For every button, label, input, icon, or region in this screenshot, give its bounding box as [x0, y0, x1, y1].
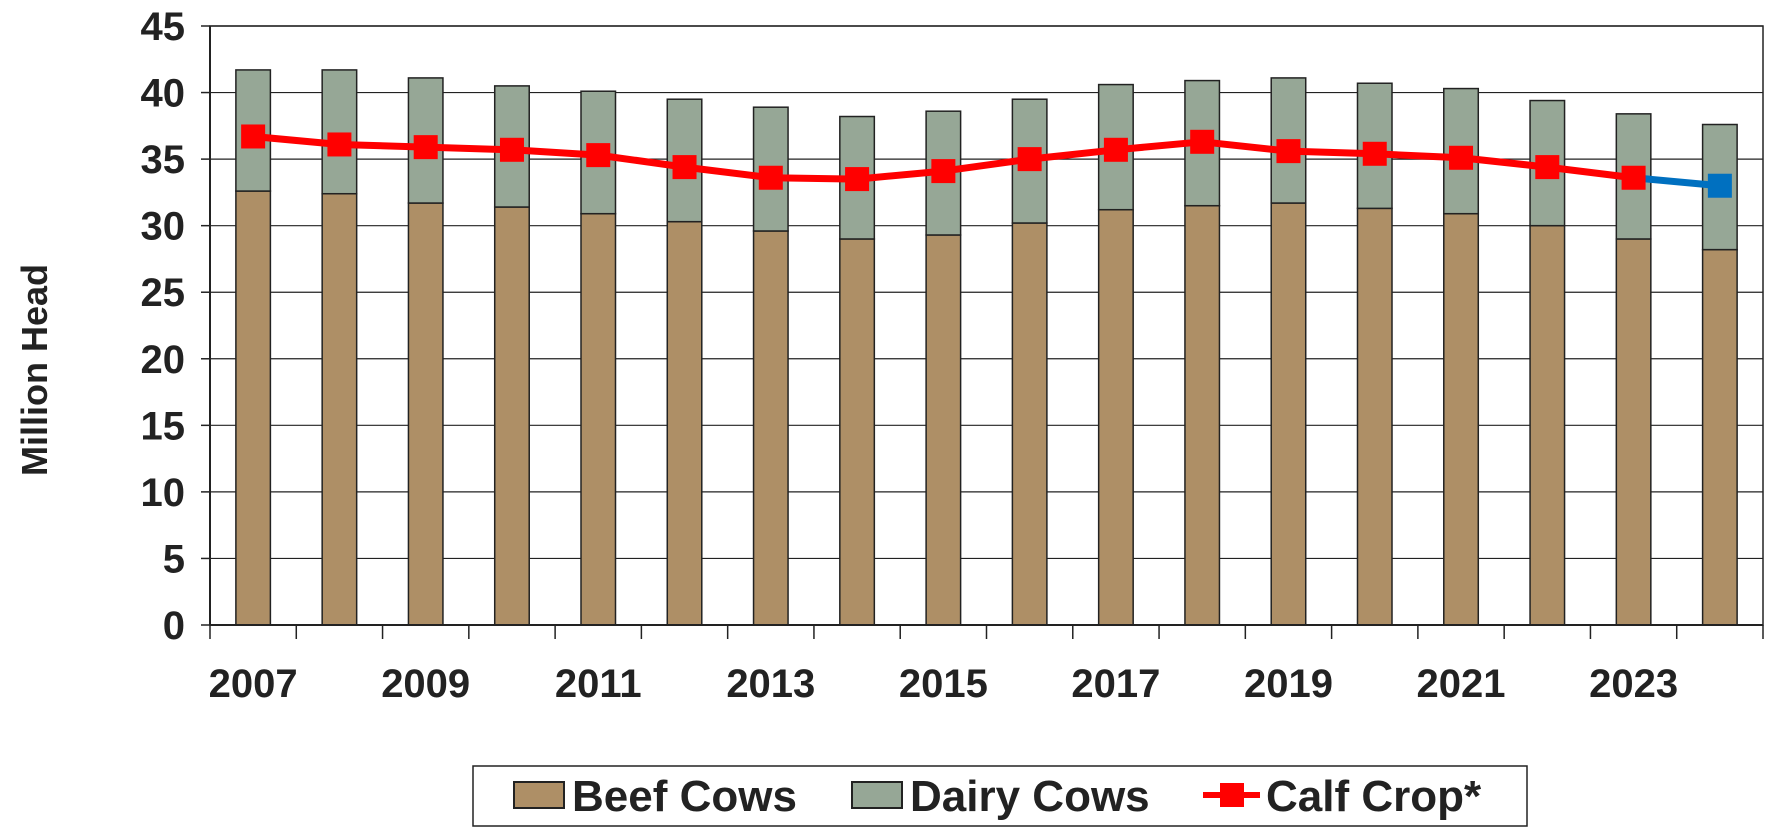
bar-beef-cows-2012 — [666, 220, 703, 626]
x-tick-label: 2013 — [726, 662, 815, 706]
y-tick-label: 15 — [141, 404, 186, 448]
x-tick-label: 2021 — [1417, 662, 1506, 706]
x-tick-label: 2007 — [209, 662, 298, 706]
bar-beef-cows-2022 — [1529, 224, 1566, 626]
calf-crop-marker-2022 — [1535, 155, 1560, 180]
calf-crop-marker-2019 — [1276, 139, 1301, 164]
bar-beef-cows-2018 — [1184, 204, 1221, 626]
calf-crop-marker-2020 — [1362, 141, 1387, 166]
x-tick-label: 2019 — [1244, 662, 1333, 706]
calf-crop-marker-2015 — [931, 159, 956, 184]
bar-beef-cows-2007 — [235, 190, 272, 626]
x-tick-label: 2011 — [555, 662, 642, 706]
bar-beef-cows-2017 — [1097, 208, 1134, 626]
calf-crop-marker-2008 — [327, 132, 352, 157]
calf-crop-marker-2021 — [1449, 145, 1474, 170]
y-tick-label: 30 — [141, 205, 186, 249]
legend-calf-crop-marker — [1220, 783, 1244, 807]
legend-box — [472, 765, 1528, 827]
bar-beef-cows-2016 — [1011, 222, 1048, 626]
legend-beef-cows-swatch — [513, 781, 565, 809]
x-tick-label: 2009 — [381, 662, 470, 706]
y-tick-label: 35 — [141, 138, 186, 182]
y-tick-label: 45 — [141, 5, 186, 49]
legend: Beef Cows Dairy Cows Calf Crop* — [472, 765, 1528, 827]
calf-crop-marker-2017 — [1103, 137, 1128, 162]
calf-crop-marker-2024 — [1707, 173, 1732, 198]
bar-beef-cows-2023 — [1615, 238, 1652, 626]
tick-labels: 0 5 10 15 20 25 30 35 40 45 2007 2009 2011 2013 2015 20… — [141, 5, 1679, 706]
y-axis-title: Million Head — [14, 264, 55, 476]
calf-crop-marker-2023 — [1621, 165, 1646, 190]
legend-dairy-cows-label: Dairy Cows — [910, 772, 1150, 821]
calf-crop-marker-2016 — [1017, 147, 1042, 172]
y-tick-label: 40 — [141, 72, 186, 116]
calf-crop-marker-2013 — [758, 165, 783, 190]
bar-beef-cows-2014 — [839, 238, 876, 626]
bar-beef-cows-2020 — [1356, 207, 1393, 626]
calf-crop-marker-2010 — [499, 137, 524, 162]
bar-beef-cows-2015 — [925, 234, 962, 626]
calf-crop-marker-2012 — [672, 155, 697, 180]
calf-crop-marker-2014 — [845, 167, 870, 192]
bar-beef-cows-2009 — [407, 202, 444, 626]
bar-dairy-cows-2008 — [321, 69, 358, 195]
legend-dairy-cows-swatch — [851, 781, 903, 809]
calf-crop-marker-2007 — [241, 124, 266, 149]
y-tick-label: 0 — [163, 604, 185, 648]
x-tick-label: 2017 — [1071, 662, 1160, 706]
axes — [201, 25, 1764, 639]
legend-calf-crop-label: Calf Crop* — [1266, 772, 1482, 821]
legend-beef-cows-label: Beef Cows — [572, 772, 797, 821]
x-tick-label: 2015 — [899, 662, 988, 706]
bar-beef-cows-2021 — [1443, 212, 1480, 626]
bar-beef-cows-2013 — [752, 230, 789, 626]
bar-beef-cows-2011 — [580, 212, 617, 626]
y-tick-label: 10 — [141, 471, 186, 515]
calf-crop-line — [241, 124, 1732, 198]
calf-crop-marker-2018 — [1190, 129, 1215, 154]
bar-beef-cows-2019 — [1270, 202, 1307, 626]
bars — [235, 69, 1738, 626]
y-tick-label: 5 — [163, 537, 185, 581]
calf-crop-projection-line — [1633, 174, 1721, 190]
y-tick-label: 20 — [141, 338, 186, 382]
bar-beef-cows-2010 — [493, 206, 530, 626]
bar-beef-cows-2024 — [1701, 248, 1738, 626]
bar-beef-cows-2008 — [321, 192, 358, 626]
y-tick-label: 25 — [141, 271, 186, 315]
calf-crop-marker-2011 — [586, 143, 611, 168]
calf-crop-marker-2009 — [413, 135, 438, 160]
x-tick-label: 2023 — [1589, 662, 1678, 706]
